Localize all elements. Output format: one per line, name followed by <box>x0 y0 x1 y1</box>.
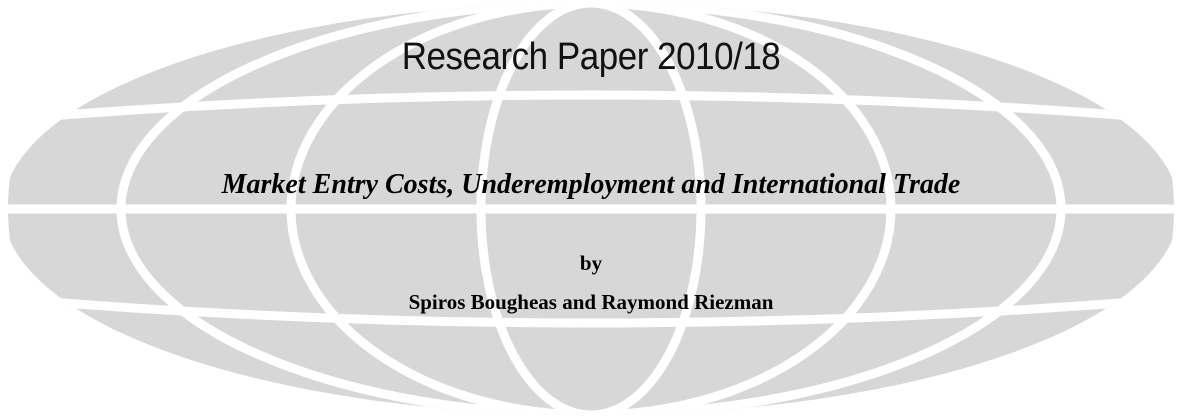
latitude-line <box>3 293 1179 328</box>
longitude-line <box>116 3 1066 415</box>
globe-grid-lines <box>3 3 1179 415</box>
globe-tip-left <box>2 169 11 249</box>
by-label: by <box>579 251 603 275</box>
globe-tip-right <box>1171 169 1180 249</box>
latitude-line <box>3 90 1179 125</box>
author-names: Spiros Bougheas and Raymond Riezman <box>408 290 774 314</box>
paper-title: Market Entry Costs, Underemployment and … <box>221 169 961 200</box>
longitude-line <box>286 3 896 415</box>
longitude-line <box>476 3 706 415</box>
series-title: Research Paper 2010/18 <box>401 36 781 78</box>
